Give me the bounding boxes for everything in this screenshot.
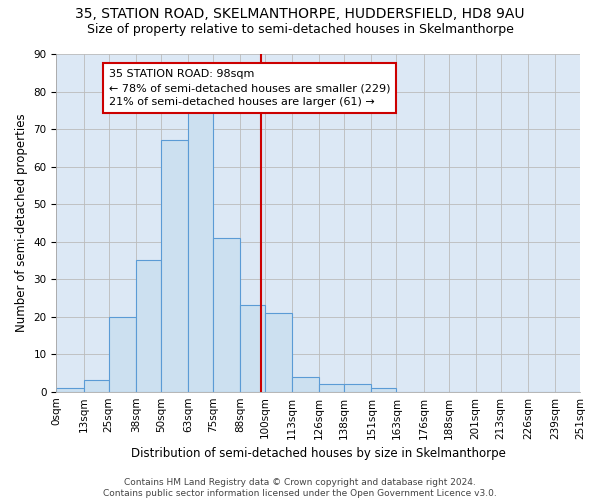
X-axis label: Distribution of semi-detached houses by size in Skelmanthorpe: Distribution of semi-detached houses by … — [131, 447, 506, 460]
Text: 35, STATION ROAD, SKELMANTHORPE, HUDDERSFIELD, HD8 9AU: 35, STATION ROAD, SKELMANTHORPE, HUDDERS… — [75, 8, 525, 22]
Bar — [109, 316, 136, 392]
Bar — [56, 388, 83, 392]
Bar — [188, 110, 213, 392]
Bar — [83, 380, 109, 392]
Text: 35 STATION ROAD: 98sqm
← 78% of semi-detached houses are smaller (229)
21% of se: 35 STATION ROAD: 98sqm ← 78% of semi-det… — [109, 69, 390, 107]
Text: Contains HM Land Registry data © Crown copyright and database right 2024.
Contai: Contains HM Land Registry data © Crown c… — [103, 478, 497, 498]
Text: Size of property relative to semi-detached houses in Skelmanthorpe: Size of property relative to semi-detach… — [86, 22, 514, 36]
Bar — [371, 388, 397, 392]
Y-axis label: Number of semi-detached properties: Number of semi-detached properties — [15, 114, 28, 332]
Bar — [265, 313, 292, 392]
Bar — [319, 384, 344, 392]
Bar — [240, 306, 265, 392]
Bar — [213, 238, 240, 392]
Bar — [292, 376, 319, 392]
Bar — [344, 384, 371, 392]
Bar — [161, 140, 188, 392]
Bar — [136, 260, 161, 392]
